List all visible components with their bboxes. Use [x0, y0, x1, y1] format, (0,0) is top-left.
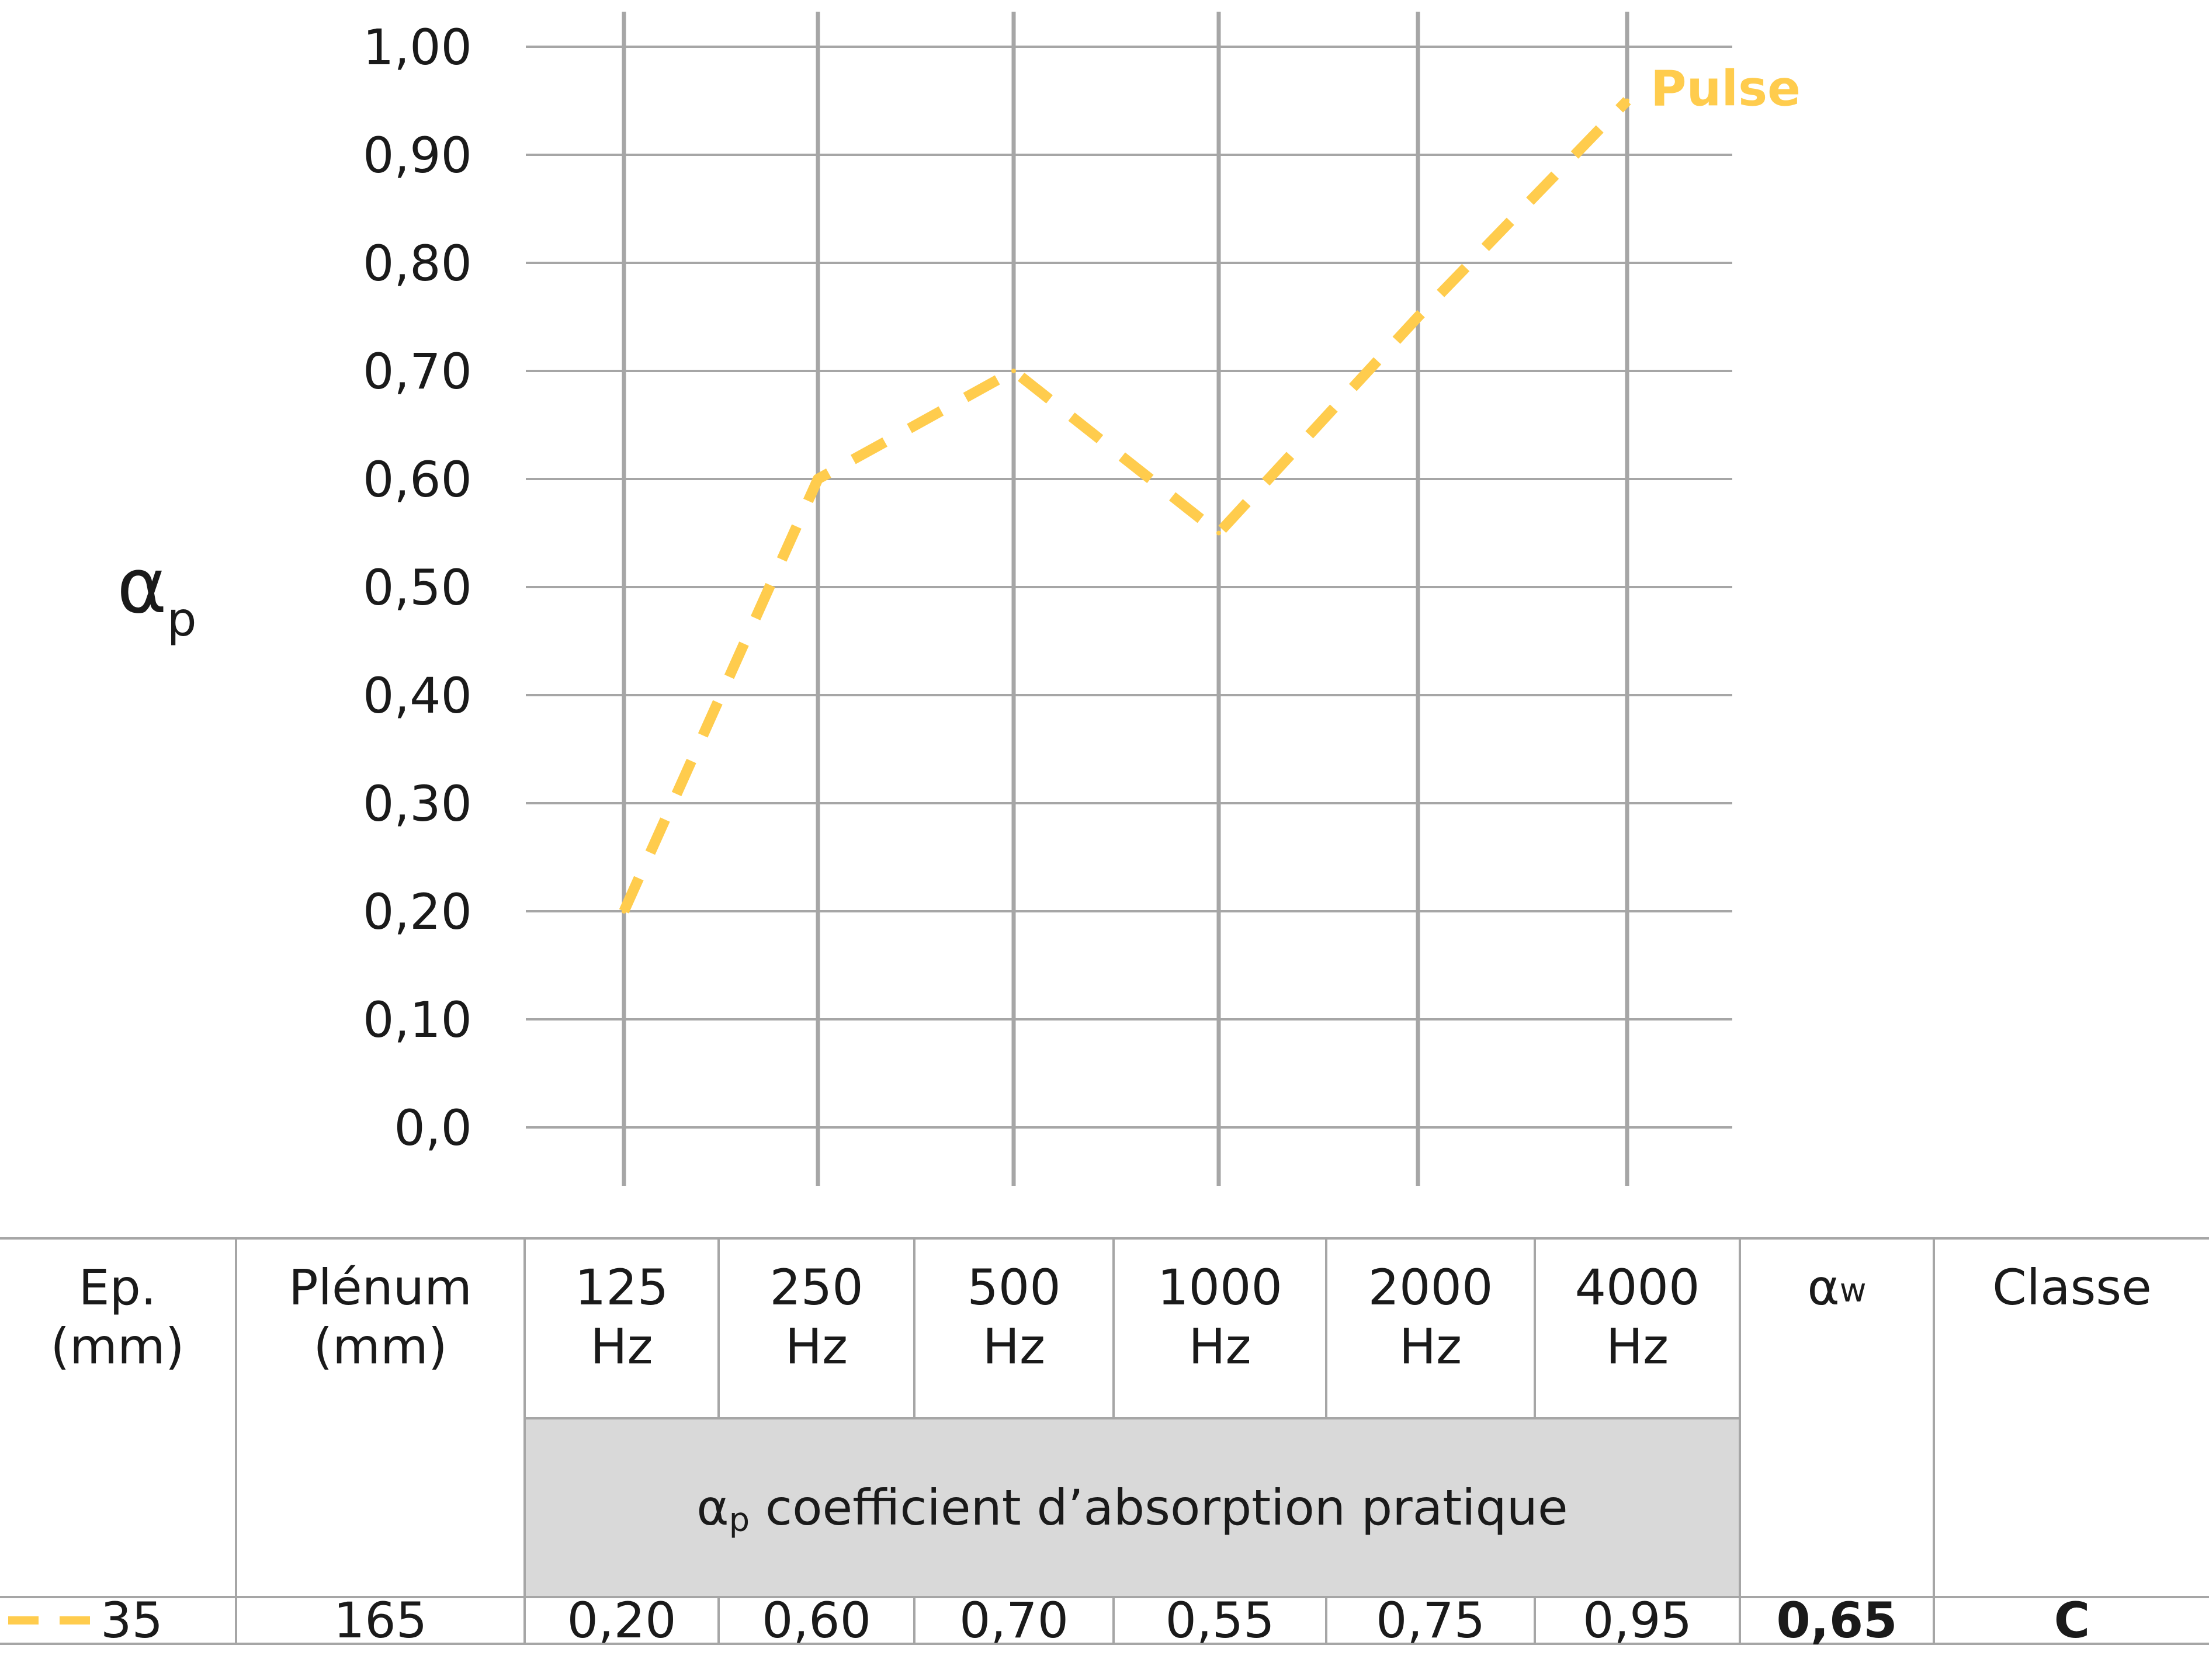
table-col-line	[1534, 1237, 1536, 1418]
table-col-line	[1739, 1237, 1741, 1645]
y-axis-label: αp	[117, 542, 196, 647]
table-col-line	[1112, 1597, 1115, 1645]
table-line-row	[0, 1596, 2209, 1598]
series-line-pulse	[619, 97, 1631, 914]
y-axis-ticks: 1,00 0,90 0,80 0,70 0,60 0,50 0,40 0,30 0,20 0,10…	[363, 19, 472, 1157]
subheader-alpha-symbol: α	[696, 1478, 729, 1536]
y-tick-label: 0,0	[394, 1099, 472, 1157]
table-line-subheader	[525, 1417, 1740, 1419]
y-tick-label: 0,30	[363, 775, 472, 832]
table-col-line	[1325, 1597, 1327, 1645]
data-point	[1416, 314, 1420, 320]
chart-grid	[526, 12, 1732, 1186]
row-value-125: 0,20	[567, 1591, 677, 1649]
subheader-alpha-subscript: p	[729, 1501, 750, 1540]
header-freq-4000: 4000 Hz	[1575, 1259, 1700, 1375]
header-aw-subscript: w	[1839, 1272, 1867, 1310]
header-classe: Classe	[1992, 1259, 2152, 1316]
y-tick-label: 0,90	[363, 127, 472, 184]
table-col-line	[235, 1237, 237, 1645]
row-value-1000: 0,55	[1165, 1591, 1275, 1649]
series-label: Pulse	[1650, 60, 1801, 117]
subheader-shading	[525, 1418, 1740, 1597]
header-aw-symbol: α	[1807, 1259, 1840, 1316]
header-plenum: Plénum (mm)	[289, 1259, 472, 1375]
y-tick-label: 0,70	[363, 343, 472, 400]
y-tick-label: 0,80	[363, 235, 472, 292]
header-freq-500: 500 Hz	[967, 1259, 1061, 1375]
table-col-line	[1534, 1597, 1536, 1645]
table-col-line	[913, 1597, 915, 1645]
row-value-4000: 0,95	[1582, 1591, 1693, 1649]
y-tick-label: 0,40	[363, 667, 472, 724]
chart-series: Pulse	[619, 60, 1801, 914]
y-tick-label: 0,60	[363, 451, 472, 508]
absorption-table: Ep. (mm) Plénum (mm) 125 Hz 250 Hz 500 H…	[0, 1237, 2209, 1649]
header-freq-125: 125 Hz	[574, 1259, 669, 1375]
header-freq-250: 250 Hz	[769, 1259, 864, 1375]
table-col-line	[1933, 1237, 1935, 1645]
header-ep: Ep. (mm)	[50, 1259, 185, 1375]
y-tick-label: 0,20	[363, 883, 472, 940]
legend-dash-icon	[8, 1616, 96, 1625]
data-point	[816, 477, 820, 481]
table-col-line	[1112, 1237, 1115, 1418]
absorption-chart: 1,00 0,90 0,80 0,70 0,60 0,50 0,40 0,30 0,20 0,10…	[117, 12, 1801, 1186]
row-plenum: 165	[333, 1591, 428, 1649]
data-point	[1011, 369, 1016, 373]
y-tick-label: 0,10	[363, 991, 472, 1049]
row-ep-value: 35	[100, 1591, 163, 1649]
y-tick-label: 1,00	[363, 19, 472, 76]
table-col-line	[523, 1237, 526, 1645]
row-ep: 35	[0, 1592, 235, 1649]
header-freq-1000: 1000 Hz	[1157, 1259, 1282, 1375]
header-freq-2000: 2000 Hz	[1368, 1259, 1493, 1375]
data-point	[622, 909, 626, 914]
table-col-line	[913, 1237, 915, 1418]
table-line-top	[0, 1237, 2209, 1240]
row-value-2000: 0,75	[1375, 1591, 1486, 1649]
row-value-500: 0,70	[959, 1591, 1069, 1649]
row-aw: 0,65	[1776, 1591, 1898, 1649]
row-value-250: 0,60	[761, 1591, 872, 1649]
subheader-text: coefficient d’absorption pratique	[750, 1478, 1568, 1536]
row-classe: C	[2054, 1591, 2090, 1649]
data-point	[1625, 98, 1629, 103]
y-tick-label: 0,50	[363, 559, 472, 616]
table-line-bottom	[0, 1643, 2209, 1645]
table-col-line	[717, 1597, 720, 1645]
table-col-line	[1325, 1237, 1327, 1418]
table-col-line	[717, 1237, 720, 1418]
data-point	[1216, 530, 1221, 536]
